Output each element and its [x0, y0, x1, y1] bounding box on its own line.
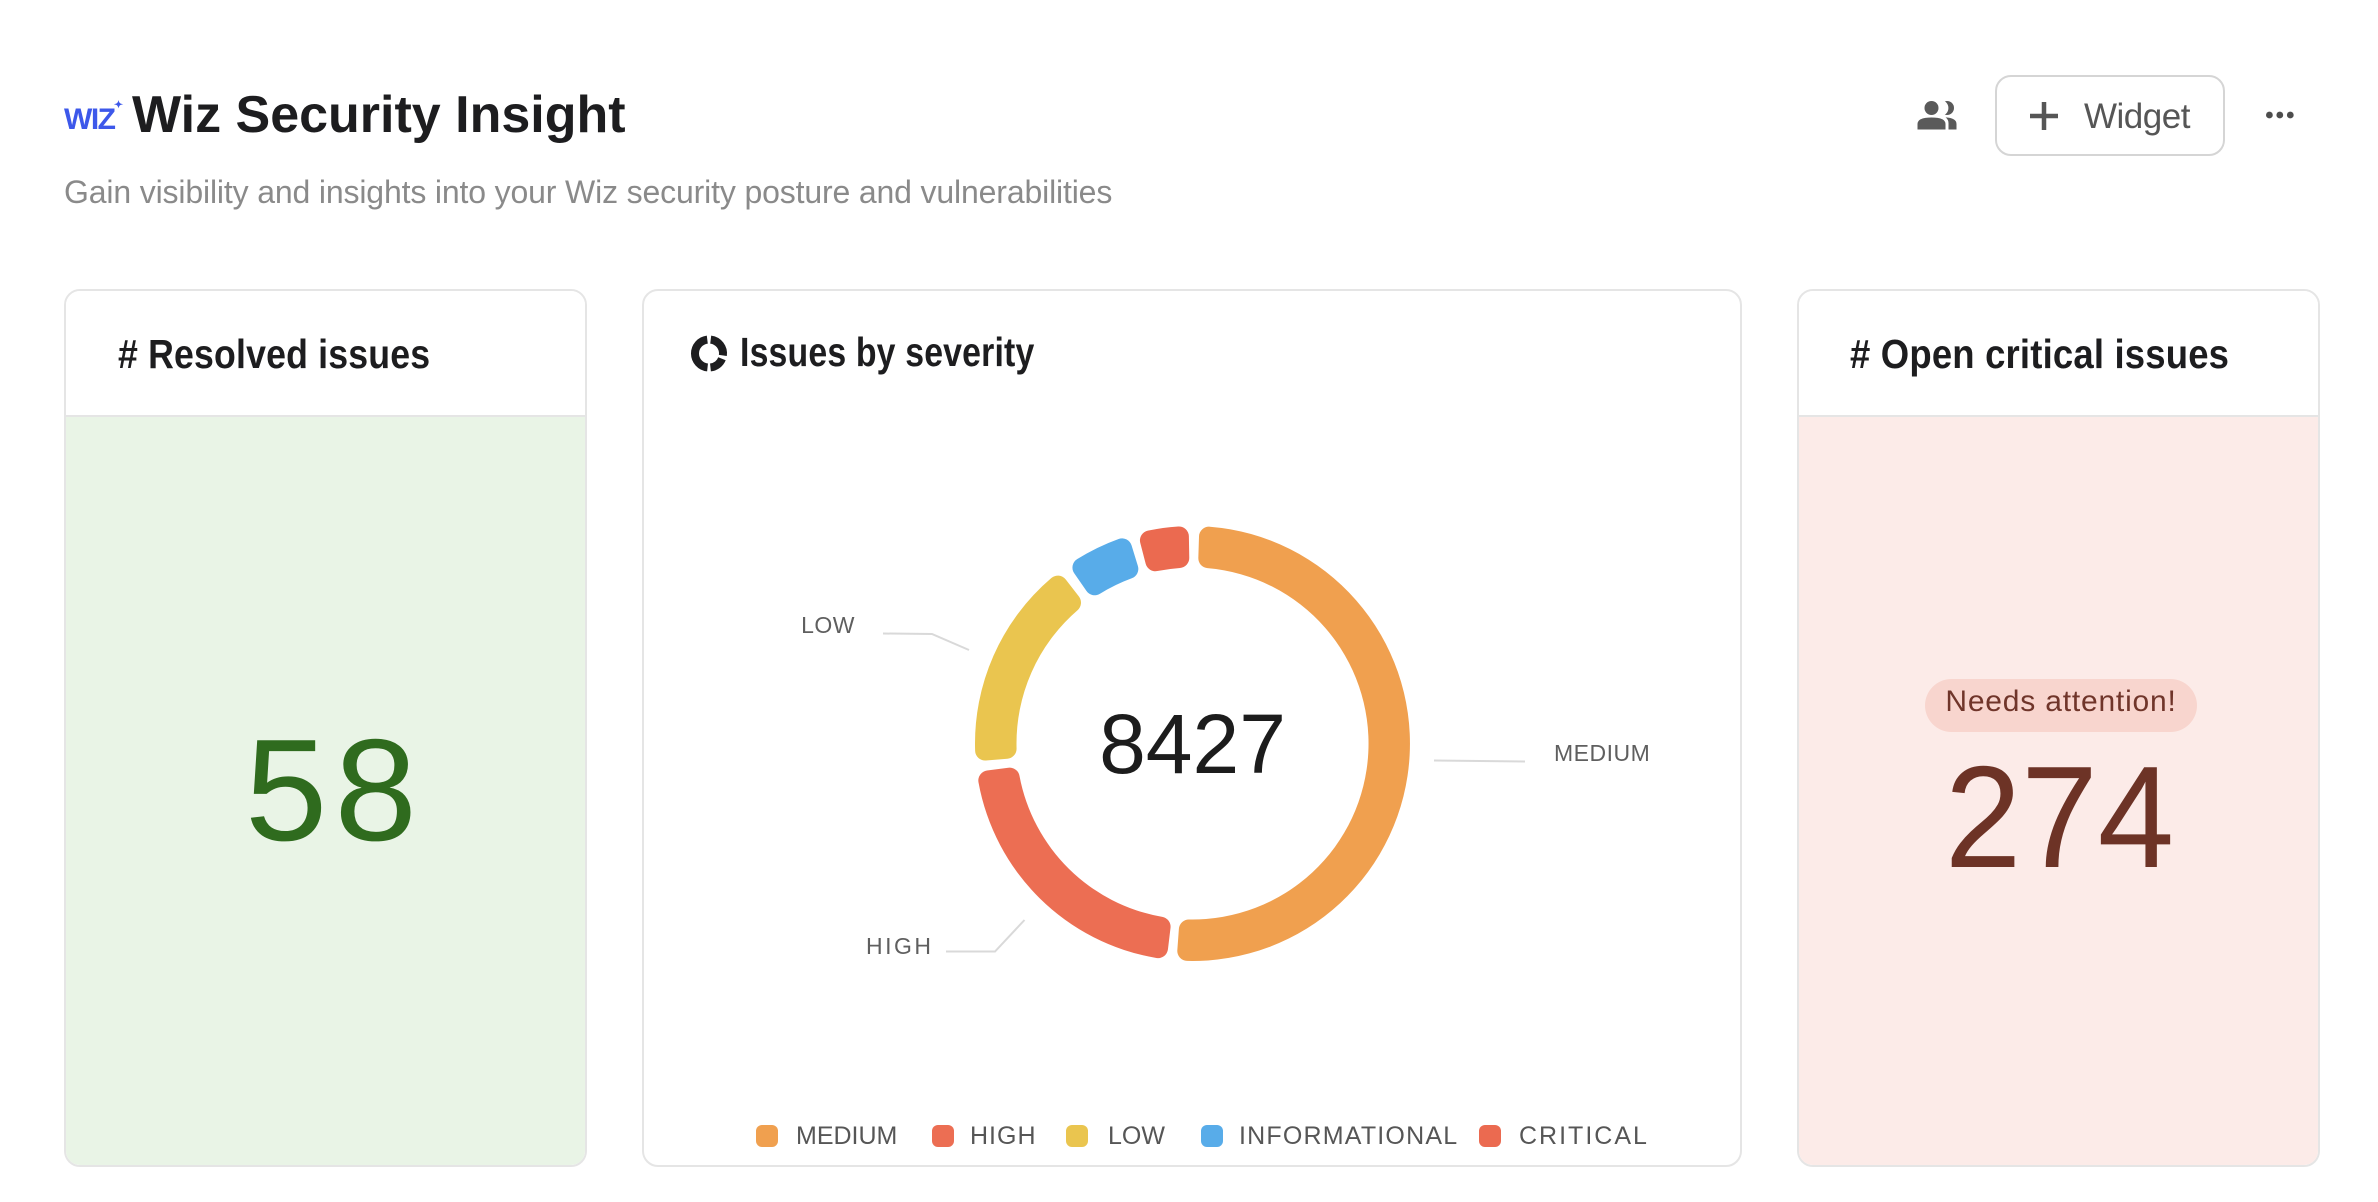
svg-text:8427: 8427: [1099, 697, 1286, 791]
svg-text:HIGH: HIGH: [866, 933, 934, 959]
svg-text:MEDIUM: MEDIUM: [1554, 740, 1650, 766]
svg-text:WIZ: WIZ: [64, 103, 116, 136]
svg-text:LOW: LOW: [801, 612, 855, 638]
